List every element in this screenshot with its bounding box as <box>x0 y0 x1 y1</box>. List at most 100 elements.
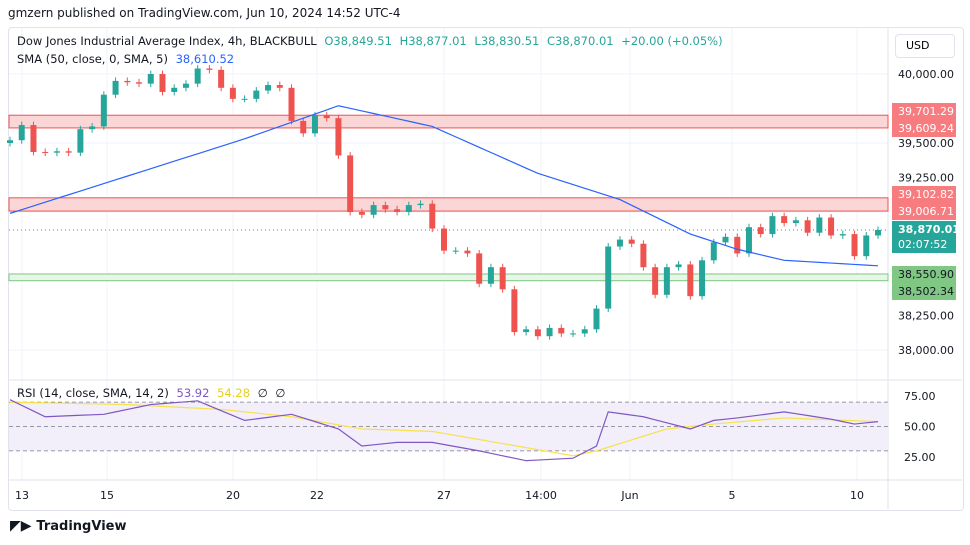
candle-body <box>65 151 72 153</box>
candle-body <box>159 74 166 92</box>
candle-body <box>370 205 377 215</box>
sma-label: SMA (50, close, 0, SMA, 5) <box>17 52 168 66</box>
candle-body <box>335 118 342 156</box>
candle-body <box>546 327 553 337</box>
price-axis-label: 39,250.00 <box>898 172 954 185</box>
candle-body <box>229 87 236 99</box>
candle-body <box>605 246 612 309</box>
resistance-tag-4: 39,006.71 <box>892 203 956 220</box>
candle-body <box>218 69 225 88</box>
candle-body <box>441 228 447 251</box>
candle-body <box>757 227 764 235</box>
time-axis-label: 15 <box>100 489 114 502</box>
candle-body <box>745 227 752 254</box>
candle-body <box>100 94 107 127</box>
candle-body <box>347 155 354 212</box>
support-tag-1: 38,550.90 <box>892 266 956 283</box>
candle-body <box>300 120 307 134</box>
candle-body <box>53 151 60 153</box>
countdown-tag: 02:07:52 <box>892 236 956 253</box>
rsi-ma-line <box>9 401 879 457</box>
candle-body <box>851 234 858 257</box>
low-value: L38,830.51 <box>474 34 540 48</box>
tradingview-logo[interactable]: ◤▶ TradingView <box>10 518 126 534</box>
symbol-legend: Dow Jones Industrial Average Index, 4h, … <box>17 34 727 48</box>
last-price-tag: 38,870.01 <box>892 221 960 238</box>
high-value: H38,877.01 <box>399 34 467 48</box>
candle-body <box>124 80 131 83</box>
candle-body <box>206 68 213 70</box>
candle-body <box>241 98 248 100</box>
resistance-tag-1: 39,701.29 <box>892 103 956 120</box>
candle-body <box>253 90 260 99</box>
candle-body <box>640 243 647 268</box>
candle-body <box>288 87 295 121</box>
brand-name: TradingView <box>36 519 127 534</box>
candle-body <box>194 68 201 84</box>
candle-body <box>534 329 541 337</box>
sma-legend[interactable]: SMA (50, close, 0, SMA, 5) 38,610.52 <box>17 52 238 66</box>
candle-body <box>828 217 835 236</box>
rsi-axis-label: 50.00 <box>904 421 936 434</box>
candle-body <box>452 250 459 252</box>
currency-button[interactable]: USD <box>895 34 955 58</box>
rsi-ma-value: 54.28 <box>217 386 251 400</box>
candle-body <box>7 140 13 143</box>
candle-body <box>792 220 799 224</box>
price-axis-label: 39,500.00 <box>898 137 954 150</box>
time-axis-label: 10 <box>850 489 864 502</box>
candle-body <box>863 235 870 257</box>
candle-body <box>476 253 483 284</box>
candle-body <box>276 85 283 88</box>
candle-body <box>523 329 530 333</box>
candle-body <box>358 212 365 215</box>
close-value: C38,870.01 <box>547 34 614 48</box>
published-header: gmzern published on TradingView.com, Jun… <box>8 6 401 20</box>
candle-body <box>18 125 25 141</box>
candle-body <box>464 250 471 254</box>
rsi-axis-label: 25.00 <box>904 451 936 464</box>
resistance-zone <box>8 197 889 212</box>
candle-body <box>112 80 119 95</box>
rsi-band <box>9 402 888 451</box>
candle-body <box>687 264 694 297</box>
candle-body <box>581 329 588 334</box>
candle-body <box>710 242 717 261</box>
time-axis-label: 14:00 <box>525 489 557 502</box>
rsi-axis-label: 75.00 <box>904 390 936 403</box>
support-tag-2: 38,502.34 <box>892 283 956 300</box>
time-axis-label: 13 <box>15 489 29 502</box>
rsi-extra-1: ∅ <box>257 386 268 400</box>
candle-body <box>663 267 670 295</box>
candle-body <box>875 229 881 236</box>
candle-body <box>804 220 811 233</box>
time-axis-label: 5 <box>729 489 736 502</box>
rsi-extra-2: ∅ <box>275 386 286 400</box>
candle-body <box>781 216 788 224</box>
sma-line <box>9 105 879 267</box>
resistance-tag-3: 39,102.82 <box>892 186 956 203</box>
candle-body <box>417 203 424 206</box>
rsi-legend[interactable]: RSI (14, close, SMA, 14, 2) 53.92 54.28 … <box>17 386 289 400</box>
sma-value: 38,610.52 <box>175 52 235 66</box>
support-zone <box>8 273 889 282</box>
candle-body <box>511 289 518 333</box>
candle-body <box>616 239 623 247</box>
chart-frame <box>8 27 964 511</box>
candle-body <box>722 236 729 243</box>
candle-body <box>382 205 389 210</box>
candle-body <box>405 205 412 212</box>
resistance-zone <box>8 114 889 129</box>
price-axis-label: 38,000.00 <box>898 344 954 357</box>
change-value: +20.00 (+0.05%) <box>621 34 723 48</box>
symbol-name: Dow Jones Industrial Average Index, 4h, … <box>17 34 317 48</box>
candle-body <box>652 267 659 295</box>
candle-body <box>147 74 154 84</box>
candle-body <box>558 327 565 334</box>
candle-body <box>89 126 96 130</box>
candle-body <box>734 236 741 254</box>
candle-body <box>394 209 401 212</box>
candle-body <box>816 217 823 233</box>
tv-logo-icon: ◤▶ <box>10 518 37 534</box>
